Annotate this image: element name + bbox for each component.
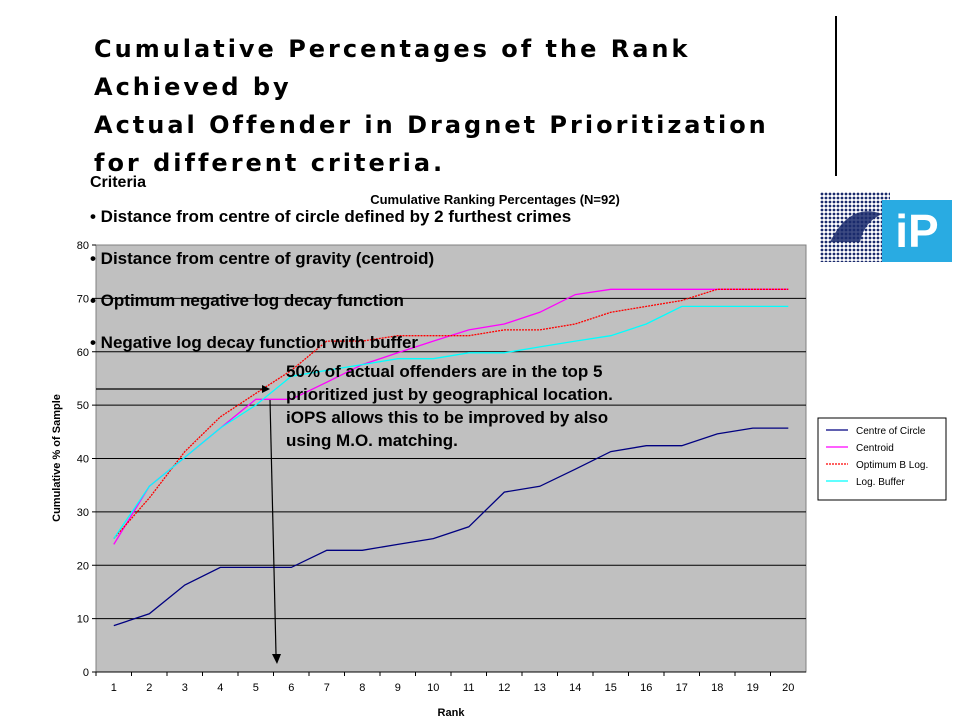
legend-label-0: Centre of Circle — [856, 426, 926, 437]
criteria-item-centre-of-circle: • Distance from centre of circle defined… — [90, 207, 572, 226]
callout-arrows — [96, 385, 281, 664]
x-tick-label: 8 — [359, 682, 365, 694]
criteria-list: Criteria • Distance from centre of circl… — [90, 174, 810, 374]
callout-text: 50% of actual offenders are in the top 5… — [286, 362, 613, 450]
series-lines — [113, 288, 789, 627]
x-tick-label: 11 — [463, 682, 474, 694]
x-tick-label: 7 — [324, 682, 330, 694]
x-tick-label: 2 — [146, 682, 152, 694]
y-tick-label: 30 — [77, 507, 89, 519]
y-tick-label: 70 — [77, 293, 89, 305]
y-tick-label: 80 — [77, 240, 89, 252]
logo: iP — [820, 192, 960, 262]
legend-label-2: Optimum B Log. — [856, 460, 928, 471]
logo-text: iP — [895, 205, 938, 257]
x-tick-label: 18 — [711, 682, 723, 694]
legend-label-3: Log. Buffer — [856, 477, 905, 488]
gridlines — [96, 297, 806, 620]
x-tick-label: 9 — [395, 682, 401, 694]
logo-box — [882, 200, 952, 262]
slide-title-line-2: Actual Offender in Dragnet Prioritizatio… — [94, 111, 769, 139]
criteria-item-optimum-log-decay: • Optimum negative log decay function — [90, 291, 404, 310]
x-tick-label: 10 — [427, 682, 439, 694]
x-tick-label: 12 — [498, 682, 510, 694]
x-tick-label: 14 — [569, 682, 581, 694]
slide-title-line-1: Cumulative Percentages of the Rank Achie… — [94, 35, 691, 101]
x-tick-label: 16 — [640, 682, 652, 694]
logo-eye-shape — [830, 211, 882, 242]
legend: Centre of Circle Centroid Optimum B Log. Lo… — [817, 417, 947, 501]
x-tick-label: 15 — [605, 682, 617, 694]
chart-title: Cumulative Ranking Percentages (N=92) — [370, 192, 620, 207]
criteria-heading: Criteria — [90, 174, 147, 191]
x-tick-label: 3 — [182, 682, 188, 694]
series-line-0 — [113, 427, 789, 627]
legend-box — [817, 417, 947, 501]
y-tick-label: 0 — [83, 667, 89, 679]
x-tick-label: 20 — [782, 682, 794, 694]
x-tick-label: 5 — [253, 682, 259, 694]
y-axis-ticks: 0 10 20 30 40 50 60 70 80 — [77, 240, 96, 679]
vertical-arrow — [269, 399, 277, 655]
slide-title: Cumulative Percentages of the Rank Achie… — [94, 30, 814, 182]
slide-title-line-3: for different criteria. — [94, 149, 446, 177]
divider-line — [835, 16, 837, 176]
series-line-2 — [113, 288, 789, 540]
x-tick-label: 13 — [534, 682, 546, 694]
y-tick-label: 60 — [77, 347, 89, 359]
horizontal-arrow-head — [262, 385, 270, 393]
x-tick-label: 6 — [288, 682, 294, 694]
vertical-arrow-head — [272, 654, 281, 664]
y-tick-label: 20 — [77, 560, 89, 572]
x-axis-label: Rank — [438, 707, 466, 719]
y-tick-label: 50 — [77, 400, 89, 412]
series-line-3 — [113, 305, 789, 539]
x-tick-label: 4 — [217, 682, 223, 694]
y-tick-label: 10 — [77, 614, 89, 626]
criteria-item-log-decay-buffer: • Negative log decay function with buffe… — [90, 333, 419, 352]
x-tick-label: 17 — [676, 682, 688, 694]
criteria-item-centroid: • Distance from centre of gravity (centr… — [90, 249, 435, 268]
y-axis-label: Cumulative % of Sample — [51, 394, 63, 522]
x-tick-label: 19 — [747, 682, 759, 694]
x-tick-label: 1 — [111, 682, 117, 694]
legend-label-1: Centroid — [856, 443, 894, 454]
x-axis-ticks: 1 2 3 4 5 6 7 8 9 10 11 12 13 14 15 16 17 18 19 20 — [95, 671, 806, 694]
y-tick-label: 40 — [77, 454, 89, 466]
